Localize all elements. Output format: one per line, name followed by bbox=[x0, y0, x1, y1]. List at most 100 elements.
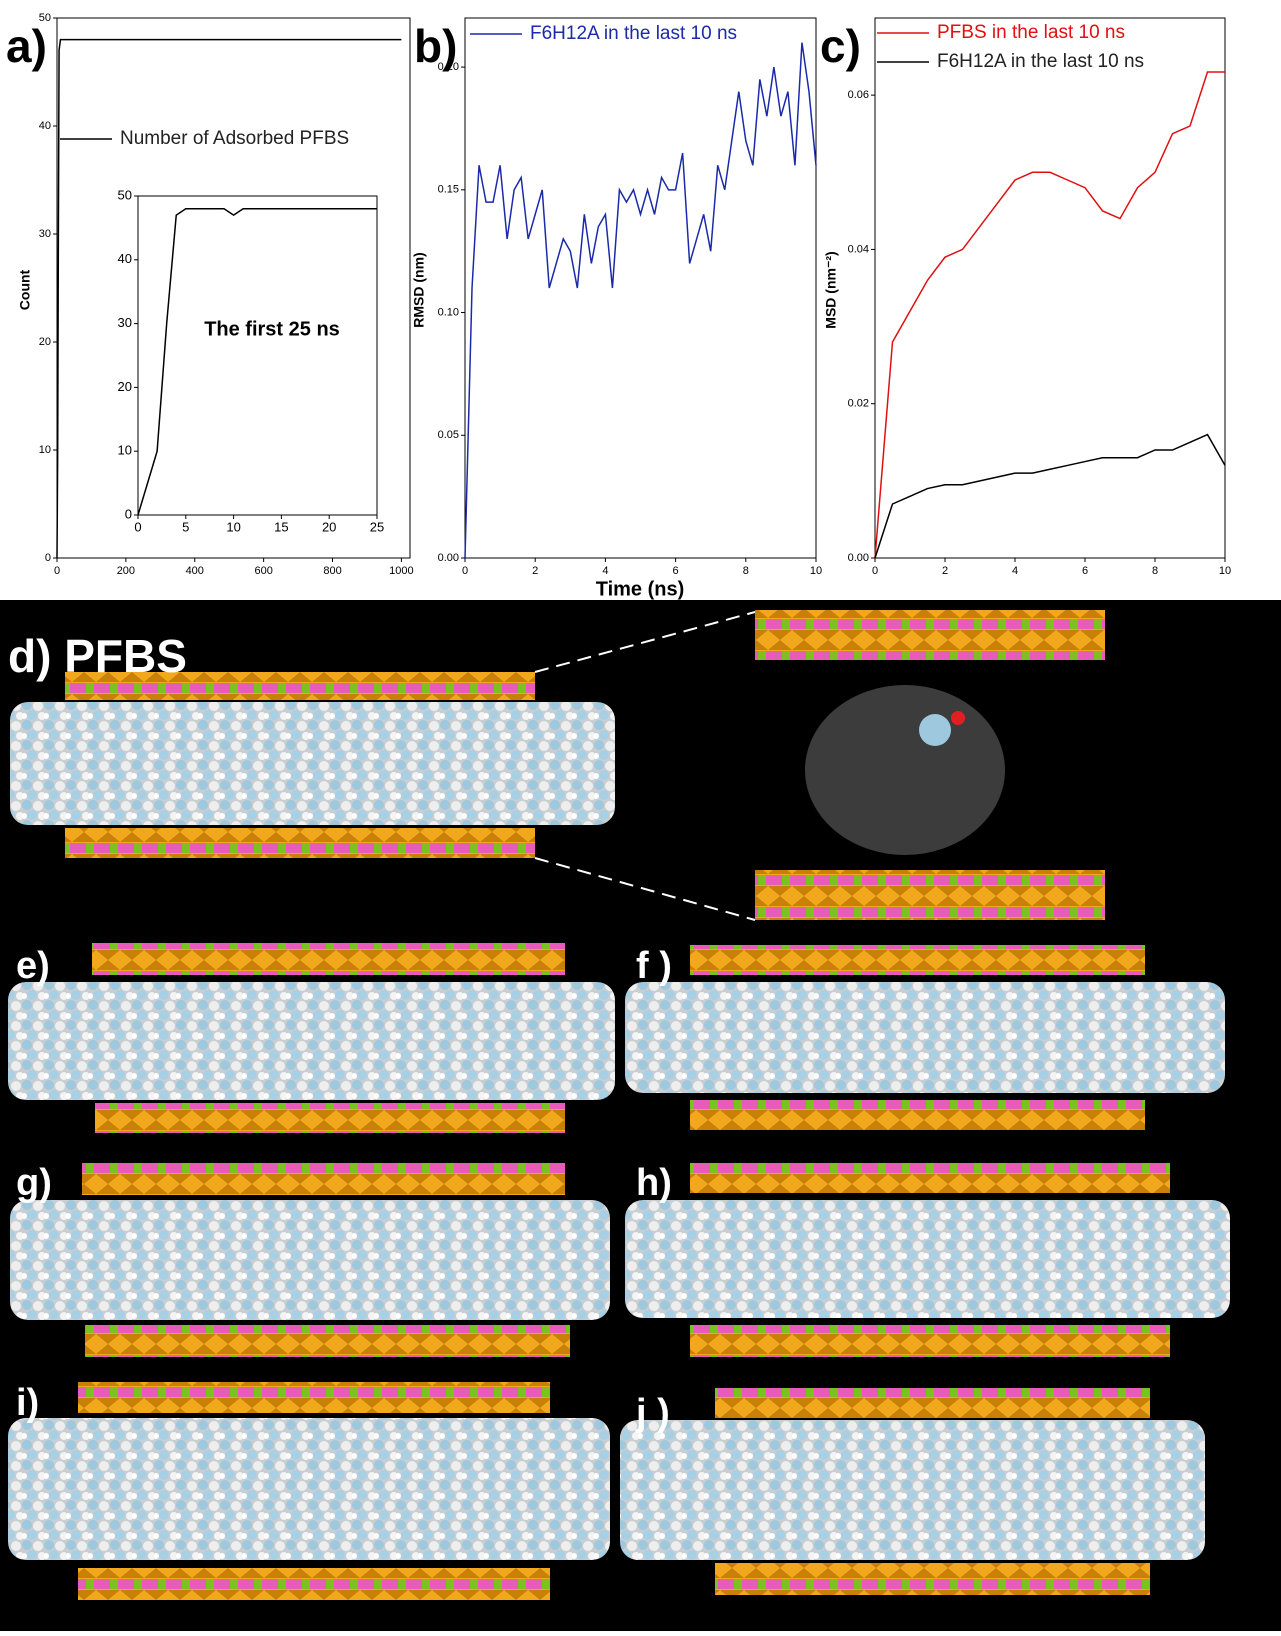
x-tick-label: 0 bbox=[54, 565, 60, 577]
panel-label: i) bbox=[16, 1382, 39, 1424]
zoom-line bbox=[534, 857, 756, 921]
clay-layer bbox=[690, 1163, 1170, 1193]
y-tick-label: 0.06 bbox=[848, 89, 869, 101]
molecule-cluster bbox=[8, 1418, 610, 1560]
x-axis-label: Time (ns) bbox=[596, 578, 685, 600]
y-tick-label: 40 bbox=[118, 251, 132, 266]
x-tick-label: 0 bbox=[872, 565, 878, 577]
y-tick-label: 30 bbox=[118, 315, 132, 330]
x-tick-label: 6 bbox=[1082, 565, 1088, 577]
x-tick-label: 8 bbox=[743, 565, 749, 577]
x-tick-label: 5 bbox=[182, 519, 189, 534]
x-tick-label: 10 bbox=[810, 565, 822, 577]
x-tick-label: 4 bbox=[1012, 565, 1018, 577]
clay-layer bbox=[715, 1563, 1150, 1595]
annotation: The first 25 ns bbox=[204, 318, 340, 340]
molecule-cluster bbox=[10, 1200, 610, 1320]
zoom-line bbox=[534, 611, 756, 673]
y-tick-label: 50 bbox=[118, 187, 132, 202]
x-tick-label: 0 bbox=[134, 519, 141, 534]
plot-frame bbox=[137, 195, 378, 516]
legend-label: PFBS in the last 10 ns bbox=[937, 22, 1125, 43]
x-tick-label: 800 bbox=[323, 565, 341, 577]
series-line bbox=[56, 38, 402, 559]
clay-layer bbox=[65, 828, 535, 858]
series-line bbox=[464, 42, 817, 559]
panel-label: g) bbox=[16, 1162, 52, 1204]
y-tick-label: 20 bbox=[118, 379, 132, 394]
panel-label: e) bbox=[16, 945, 50, 987]
y-tick-label: 0 bbox=[45, 552, 51, 564]
y-tick-label: 30 bbox=[39, 228, 51, 240]
panel-label: h) bbox=[636, 1162, 672, 1204]
panel-label: f ) bbox=[636, 945, 672, 987]
panel-label: j ) bbox=[635, 1392, 670, 1434]
y-tick-label: 0 bbox=[125, 506, 132, 521]
clay-layer bbox=[690, 1325, 1170, 1357]
y-tick-label: 0.15 bbox=[438, 184, 459, 196]
y-tick-label: 0.00 bbox=[438, 552, 459, 564]
clay-layer bbox=[92, 943, 565, 975]
clay-layer bbox=[95, 1103, 565, 1133]
plot-frame bbox=[874, 17, 1226, 559]
y-tick-label: 0.02 bbox=[848, 398, 869, 410]
y-tick-label: 40 bbox=[39, 120, 51, 132]
clay-layer bbox=[715, 1388, 1150, 1418]
clay-layer bbox=[690, 945, 1145, 975]
x-tick-label: 25 bbox=[370, 519, 384, 534]
y-tick-label: 0.20 bbox=[438, 61, 459, 73]
sulfonate bbox=[951, 711, 965, 725]
clay-layer bbox=[65, 672, 535, 700]
clay-layer bbox=[755, 870, 1105, 920]
panel-label: a) bbox=[6, 20, 47, 72]
y-tick-label: 50 bbox=[39, 12, 51, 24]
x-tick-label: 4 bbox=[602, 565, 608, 577]
clay-layer bbox=[85, 1325, 570, 1357]
x-tick-label: 0 bbox=[462, 565, 468, 577]
x-tick-label: 10 bbox=[226, 519, 240, 534]
clay-layer bbox=[690, 1100, 1145, 1130]
y-tick-label: 20 bbox=[39, 336, 51, 348]
y-axis-label: RMSD (nm) bbox=[411, 252, 427, 327]
x-tick-label: 200 bbox=[117, 565, 135, 577]
y-axis-label: MSD (nm⁻²) bbox=[823, 251, 839, 328]
x-tick-label: 1000 bbox=[389, 565, 413, 577]
panel-label: c) bbox=[820, 20, 861, 72]
legend-label: F6H12A in the last 10 ns bbox=[937, 51, 1144, 72]
clay-layer bbox=[755, 610, 1105, 660]
panel-label: b) bbox=[414, 20, 457, 72]
clay-layer bbox=[78, 1382, 550, 1413]
x-tick-label: 600 bbox=[254, 565, 272, 577]
molecule-cluster bbox=[625, 1200, 1230, 1318]
clay-layer bbox=[82, 1163, 565, 1195]
x-tick-label: 8 bbox=[1152, 565, 1158, 577]
y-tick-label: 0.00 bbox=[848, 552, 869, 564]
x-tick-label: 400 bbox=[186, 565, 204, 577]
series-line bbox=[137, 208, 377, 516]
x-tick-label: 2 bbox=[532, 565, 538, 577]
molecule-cluster bbox=[10, 702, 615, 825]
molecule-cluster bbox=[8, 982, 615, 1100]
x-tick-label: 15 bbox=[274, 519, 288, 534]
renders: d) PFBS e) f ) g) h) i) j ) bbox=[8, 610, 1230, 1600]
legend-label: Number of Adsorbed PFBS bbox=[120, 128, 349, 149]
legend-label: F6H12A in the last 10 ns bbox=[530, 23, 737, 44]
y-tick-label: 0.05 bbox=[438, 429, 459, 441]
molecule-cluster bbox=[625, 982, 1225, 1093]
pfbs-molecule bbox=[919, 714, 951, 746]
x-tick-label: 20 bbox=[322, 519, 336, 534]
clay-layer bbox=[78, 1568, 550, 1600]
x-tick-label: 2 bbox=[942, 565, 948, 577]
y-tick-label: 0.10 bbox=[438, 306, 459, 318]
x-tick-label: 6 bbox=[673, 565, 679, 577]
y-axis-label: Count bbox=[17, 269, 33, 310]
panel-label: d) PFBS bbox=[8, 630, 187, 682]
y-tick-label: 10 bbox=[118, 443, 132, 458]
y-tick-label: 0.04 bbox=[848, 243, 869, 255]
molecule-cluster bbox=[620, 1420, 1205, 1560]
x-tick-label: 10 bbox=[1219, 565, 1231, 577]
series-line bbox=[874, 433, 1226, 559]
y-tick-label: 10 bbox=[39, 444, 51, 456]
